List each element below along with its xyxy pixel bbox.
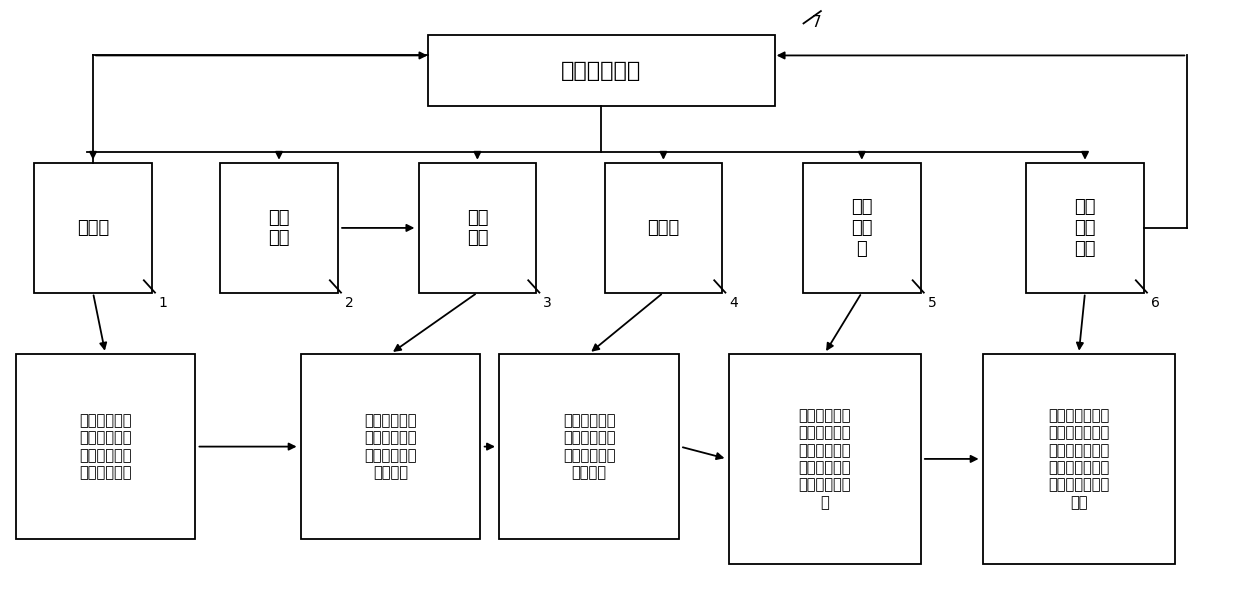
Bar bbox=[419, 163, 536, 293]
Text: 接收机: 接收机 bbox=[647, 219, 680, 237]
Bar bbox=[804, 163, 920, 293]
Bar bbox=[33, 163, 151, 293]
Text: 产生探测昆虫
的脉冲调制微
波信号并通过
天线装置发出: 产生探测昆虫 的脉冲调制微 波信号并通过 天线装置发出 bbox=[79, 413, 131, 480]
Text: 1: 1 bbox=[159, 296, 167, 310]
Text: 3: 3 bbox=[543, 296, 552, 310]
Text: 4: 4 bbox=[729, 296, 738, 310]
Bar bbox=[1025, 163, 1143, 293]
Text: 数字
采集
终端: 数字 采集 终端 bbox=[1074, 198, 1096, 257]
Text: 接收经所述接
收机处理后的
信号并进行转
换和处理，获
取昆虫强度数
据: 接收经所述接 收机处理后的 信号并进行转 换和处理，获 取昆虫强度数 据 bbox=[799, 408, 851, 510]
Text: 天线
装置: 天线 装置 bbox=[466, 209, 489, 247]
Bar bbox=[982, 354, 1176, 564]
Bar bbox=[605, 163, 722, 293]
Bar bbox=[428, 35, 775, 106]
Text: 获取昆虫强度数
据以及方位角数
据进行分析和计
算，得到昆虫的
空间分布和时间
信息: 获取昆虫强度数 据以及方位角数 据进行分析和计 算，得到昆虫的 空间分布和时间 … bbox=[1048, 408, 1110, 510]
Text: 5: 5 bbox=[928, 296, 936, 310]
Text: 发送探测昆虫
微波信号和接
收昆虫反射的
微波信号: 发送探测昆虫 微波信号和接 收昆虫反射的 微波信号 bbox=[365, 413, 417, 480]
Text: 监测控制系统: 监测控制系统 bbox=[562, 61, 641, 81]
Text: 7: 7 bbox=[812, 15, 822, 30]
Text: 接收昆虫反射
微波信号，并
对该微波信号
进行处理: 接收昆虫反射 微波信号，并 对该微波信号 进行处理 bbox=[563, 413, 615, 480]
Text: 6: 6 bbox=[1151, 296, 1159, 310]
Bar bbox=[221, 163, 337, 293]
Text: 信号
处理
器: 信号 处理 器 bbox=[851, 198, 873, 257]
Bar bbox=[16, 354, 196, 539]
Text: 伺服
系统: 伺服 系统 bbox=[268, 209, 290, 247]
Text: 2: 2 bbox=[345, 296, 353, 310]
Text: 发射机: 发射机 bbox=[77, 219, 109, 237]
Bar bbox=[498, 354, 680, 539]
Bar bbox=[729, 354, 920, 564]
Bar bbox=[300, 354, 480, 539]
